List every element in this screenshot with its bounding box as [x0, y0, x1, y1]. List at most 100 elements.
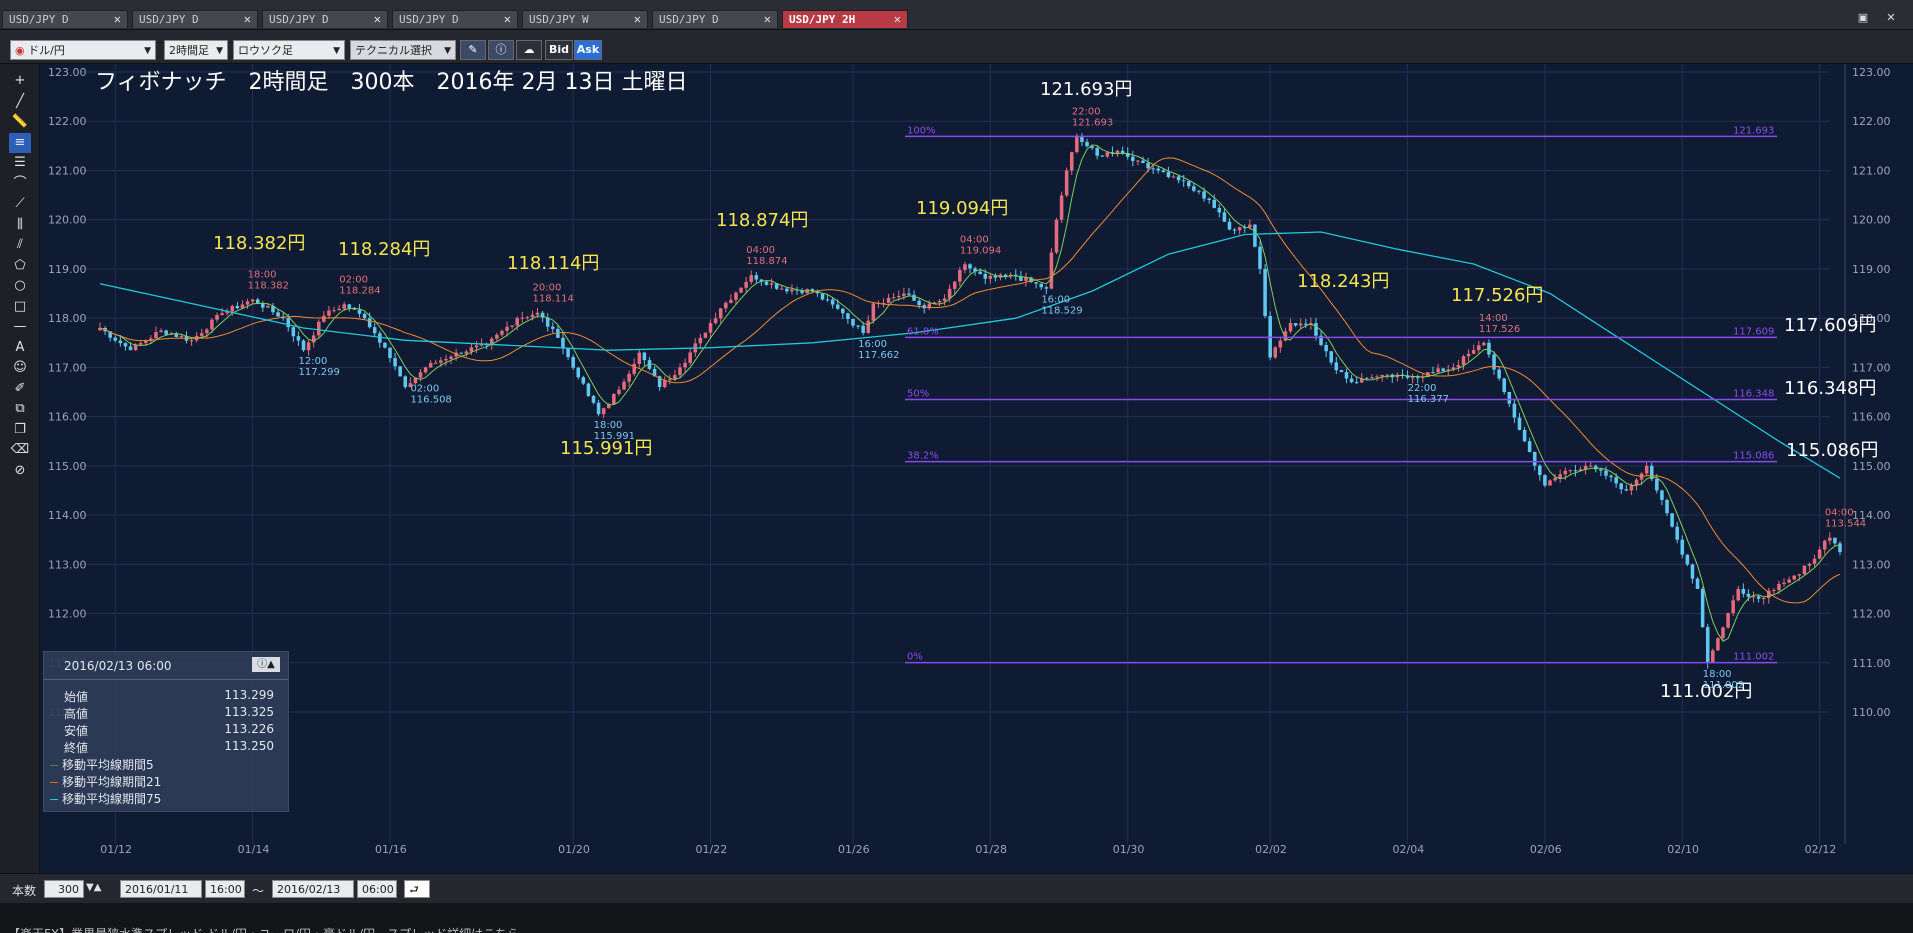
candle-body: [372, 327, 377, 334]
candle-body: [1604, 470, 1608, 476]
candle-body: [469, 347, 474, 352]
candlestick-chart[interactable]: 110.00110.00111.00111.00112.00112.00113.…: [40, 64, 1913, 873]
candle-body: [1690, 564, 1695, 579]
channel-icon[interactable]: ⫽: [17, 237, 23, 252]
tab-6[interactable]: USD/JPY 2H ✕: [782, 10, 908, 28]
candle-body: [505, 326, 509, 331]
vertical-lines-icon[interactable]: ⫼: [17, 216, 23, 232]
count-stepper[interactable]: ▼▲: [86, 882, 102, 893]
line-icon[interactable]: ╱: [16, 93, 24, 109]
from-time-input[interactable]: 16:00: [205, 880, 245, 898]
flag-icon: ◉: [15, 44, 25, 57]
candle-body: [1227, 221, 1232, 230]
eraser-all-icon[interactable]: ⊘: [14, 462, 26, 478]
arc-icon[interactable]: ⌒: [13, 175, 27, 191]
tab-5[interactable]: USD/JPY D ✕: [652, 10, 778, 28]
dash-icon[interactable]: —: [13, 319, 27, 334]
candle-body: [815, 291, 820, 294]
candle-body: [1629, 485, 1634, 491]
candle-body: [586, 383, 591, 396]
close-tab-icon[interactable]: ✕: [503, 12, 511, 26]
info-label: 終値: [64, 741, 89, 755]
tab-1[interactable]: USD/JPY D ✕: [132, 10, 258, 28]
candle-body: [1136, 160, 1140, 162]
tab-4[interactable]: USD/JPY W ✕: [522, 10, 648, 28]
hline-icon[interactable]: ≡: [9, 132, 31, 153]
candle-body: [1497, 369, 1501, 379]
price-annotation: 117.526円: [1451, 285, 1543, 306]
price-annotation: 118.114円: [507, 253, 599, 274]
text-icon[interactable]: A: [15, 339, 25, 355]
point-time-label: 20:00: [533, 283, 562, 294]
tab-3[interactable]: USD/JPY D ✕: [392, 10, 518, 28]
info-toggle-icon[interactable]: ⓘ▲: [252, 657, 280, 672]
technical-select[interactable]: テクニカル選択 ▼: [350, 40, 456, 60]
pen-icon[interactable]: ✎: [460, 40, 486, 60]
x-tick-label: 01/28: [975, 843, 1007, 856]
bid-button[interactable]: Bid: [545, 40, 573, 60]
eraser-icon[interactable]: ⌫: [10, 442, 30, 457]
from-date-input[interactable]: 2016/01/11: [120, 880, 202, 898]
candle-body: [1822, 540, 1827, 550]
candle-body: [123, 343, 128, 347]
count-input[interactable]: 300: [44, 880, 84, 898]
close-tab-icon[interactable]: ✕: [243, 12, 251, 26]
copy-icon[interactable]: ⧉: [15, 401, 25, 416]
icon-stamp-icon[interactable]: ☺: [13, 360, 27, 375]
candle-body: [128, 346, 133, 351]
info-icon[interactable]: ⓘ: [488, 40, 514, 60]
candle-body: [1024, 277, 1028, 281]
candle-body: [1721, 627, 1725, 639]
tab-0[interactable]: USD/JPY D ✕: [2, 10, 128, 28]
tab-2[interactable]: USD/JPY D ✕: [262, 10, 388, 28]
chart-area[interactable]: 110.00110.00111.00111.00112.00112.00113.…: [40, 64, 1913, 873]
price-annotation: 118.243円: [1297, 271, 1389, 292]
candle-body: [454, 352, 458, 357]
square-icon[interactable]: □: [13, 298, 27, 314]
candle-body: [683, 362, 687, 368]
ruler-icon[interactable]: 📏: [11, 114, 29, 129]
restore-icon[interactable]: ▣: [1857, 11, 1869, 24]
layers-icon[interactable]: ❐: [14, 421, 26, 437]
parallel-lines-icon[interactable]: ☰: [14, 155, 26, 170]
brush-icon[interactable]: ✐: [14, 380, 26, 396]
info-row: 始値 113.299: [64, 688, 274, 705]
price-annotation: 118.284円: [338, 239, 430, 260]
point-price-label: 117.662: [858, 350, 899, 361]
news-ticker[interactable]: 【楽天FX】業界最狭水準スプレッド ドル/円・ユーロ/円・豪ドル/円…スプレッド…: [0, 903, 1913, 933]
candle-body: [958, 270, 962, 282]
y-tick-left: 117.00: [48, 361, 87, 374]
candle-body: [1655, 479, 1659, 491]
candle-body: [1176, 176, 1181, 181]
candle-body: [561, 337, 565, 349]
close-tab-icon[interactable]: ✕: [763, 12, 771, 26]
close-tab-icon[interactable]: ✕: [373, 12, 381, 26]
cloud-icon[interactable]: ☁: [516, 40, 542, 60]
ask-button[interactable]: Ask: [574, 40, 602, 60]
close-tab-icon[interactable]: ✕: [113, 12, 121, 26]
candle-body: [1736, 588, 1741, 601]
plus-icon[interactable]: +: [14, 73, 26, 88]
refresh-button[interactable]: ⮐: [404, 880, 430, 898]
candle-body: [1232, 229, 1237, 231]
fan-icon[interactable]: ⟋: [15, 196, 25, 211]
charttype-select[interactable]: ロウソク足 ▼: [233, 40, 345, 60]
candle-body: [210, 319, 214, 330]
fib-pct-label: 0%: [907, 652, 923, 663]
candle-body: [1186, 181, 1191, 187]
pair-select[interactable]: ◉ ドル/円 ▼: [10, 40, 156, 60]
candle-body: [1833, 537, 1837, 544]
to-date-input[interactable]: 2016/02/13: [272, 880, 354, 898]
candle-body: [439, 360, 443, 363]
close-tab-icon[interactable]: ✕: [633, 12, 641, 26]
pentagon-icon[interactable]: ⬠: [14, 257, 26, 273]
candle-body: [383, 342, 387, 348]
candle-body: [800, 290, 804, 294]
to-time-input[interactable]: 06:00: [357, 880, 397, 898]
timeframe-select[interactable]: 2時間足 ▼: [164, 40, 228, 60]
price-annotation: 121.693円: [1040, 79, 1132, 100]
close-tab-icon[interactable]: ✕: [893, 12, 901, 26]
close-window-icon[interactable]: ✕: [1886, 11, 1896, 24]
candle-body: [199, 333, 204, 336]
circle-icon[interactable]: ○: [14, 278, 26, 293]
